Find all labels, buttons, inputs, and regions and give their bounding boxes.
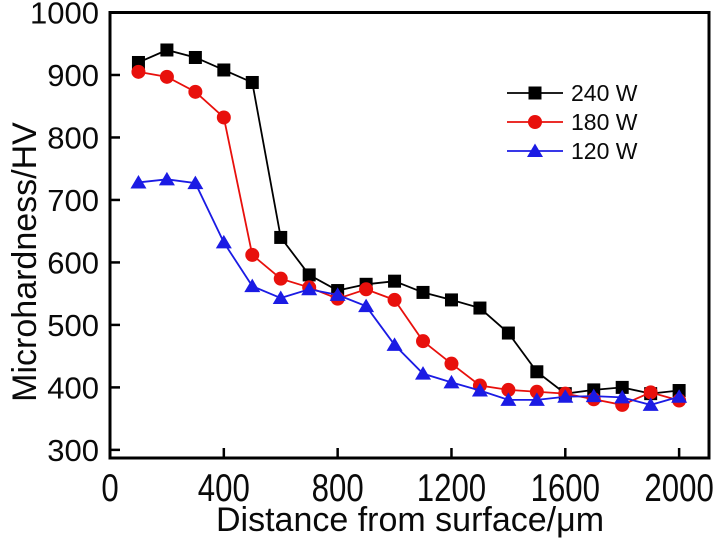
legend-label-120-w: 120 W — [571, 138, 638, 164]
triangle-marker — [329, 287, 346, 301]
triangle-marker — [614, 389, 631, 404]
square-marker — [528, 86, 542, 100]
circle-marker — [359, 282, 374, 297]
x-tick-label: 1200 — [417, 467, 486, 510]
square-marker — [160, 43, 174, 57]
circle-marker — [529, 384, 544, 399]
square-marker — [444, 293, 458, 307]
triangle-marker — [528, 392, 545, 406]
triangle-marker — [443, 374, 460, 389]
x-tick-label: 2000 — [644, 467, 713, 510]
circle-marker — [273, 271, 288, 286]
triangle-marker — [500, 392, 517, 406]
triangle-marker — [642, 397, 659, 411]
triangle-marker — [358, 298, 375, 313]
x-axis-title: Distance from surface/μm — [216, 501, 604, 539]
square-marker — [530, 365, 544, 379]
y-tick-label: 300 — [47, 433, 99, 468]
circle-marker — [245, 247, 260, 262]
series-120-w — [130, 171, 688, 411]
square-marker — [302, 268, 316, 282]
triangle-marker — [671, 389, 688, 403]
y-tick-label: 400 — [47, 370, 99, 405]
circle-marker — [159, 69, 174, 84]
series-line-120-w — [138, 178, 680, 406]
x-tick-label: 400 — [198, 467, 250, 510]
legend-item-120-w: 120 W — [507, 138, 638, 164]
circle-marker — [444, 356, 459, 371]
y-axis: 300 400 500 600 700 800 900 1000 — [30, 0, 120, 468]
y-axis-title: Microhardness/HV — [6, 122, 44, 402]
y-tick-label: 1000 — [30, 0, 99, 31]
plot-frame — [108, 11, 711, 460]
triangle-marker — [415, 366, 432, 380]
circle-marker — [643, 385, 658, 400]
square-marker — [274, 230, 288, 244]
y-tick-label: 700 — [47, 183, 99, 218]
triangle-marker — [386, 337, 403, 351]
circle-marker — [528, 115, 542, 129]
triangle-marker — [158, 171, 175, 186]
triangle-marker — [301, 281, 318, 296]
legend-label-240-w: 240 W — [571, 80, 638, 106]
triangle-marker — [527, 143, 543, 157]
x-tick-label: 1600 — [531, 467, 600, 510]
y-tick-label: 500 — [47, 308, 99, 343]
legend-item-180-w: 180 W — [507, 109, 638, 135]
legend: 240 W 180 W 120 W — [507, 80, 638, 164]
triangle-marker — [244, 278, 261, 293]
square-marker — [388, 274, 402, 288]
x-tick-label: 800 — [312, 467, 364, 510]
square-marker — [217, 63, 231, 77]
legend-label-180-w: 180 W — [571, 109, 638, 135]
triangle-marker — [471, 383, 488, 397]
triangle-marker — [130, 174, 147, 189]
y-tick-label: 900 — [47, 58, 99, 93]
circle-marker — [501, 382, 516, 397]
x-axis: 0 400 800 1200 1600 2000 — [101, 448, 714, 510]
circle-marker — [131, 64, 146, 79]
square-marker — [501, 326, 515, 340]
triangle-marker — [187, 175, 204, 190]
circle-marker — [416, 334, 431, 349]
triangle-marker — [272, 290, 289, 305]
square-marker — [416, 285, 430, 299]
square-marker — [188, 50, 202, 64]
square-marker — [245, 75, 259, 89]
y-tick-label: 800 — [47, 120, 99, 155]
triangle-marker — [557, 389, 574, 403]
circle-marker — [216, 110, 231, 125]
legend-item-240-w: 240 W — [507, 80, 638, 106]
y-tick-label: 600 — [47, 245, 99, 280]
square-marker — [615, 380, 629, 394]
square-marker — [473, 301, 487, 315]
triangle-marker — [215, 234, 232, 249]
circle-marker — [387, 292, 402, 307]
triangle-marker — [585, 388, 602, 403]
circle-marker — [188, 84, 203, 99]
x-tick-label: 0 — [101, 467, 118, 510]
